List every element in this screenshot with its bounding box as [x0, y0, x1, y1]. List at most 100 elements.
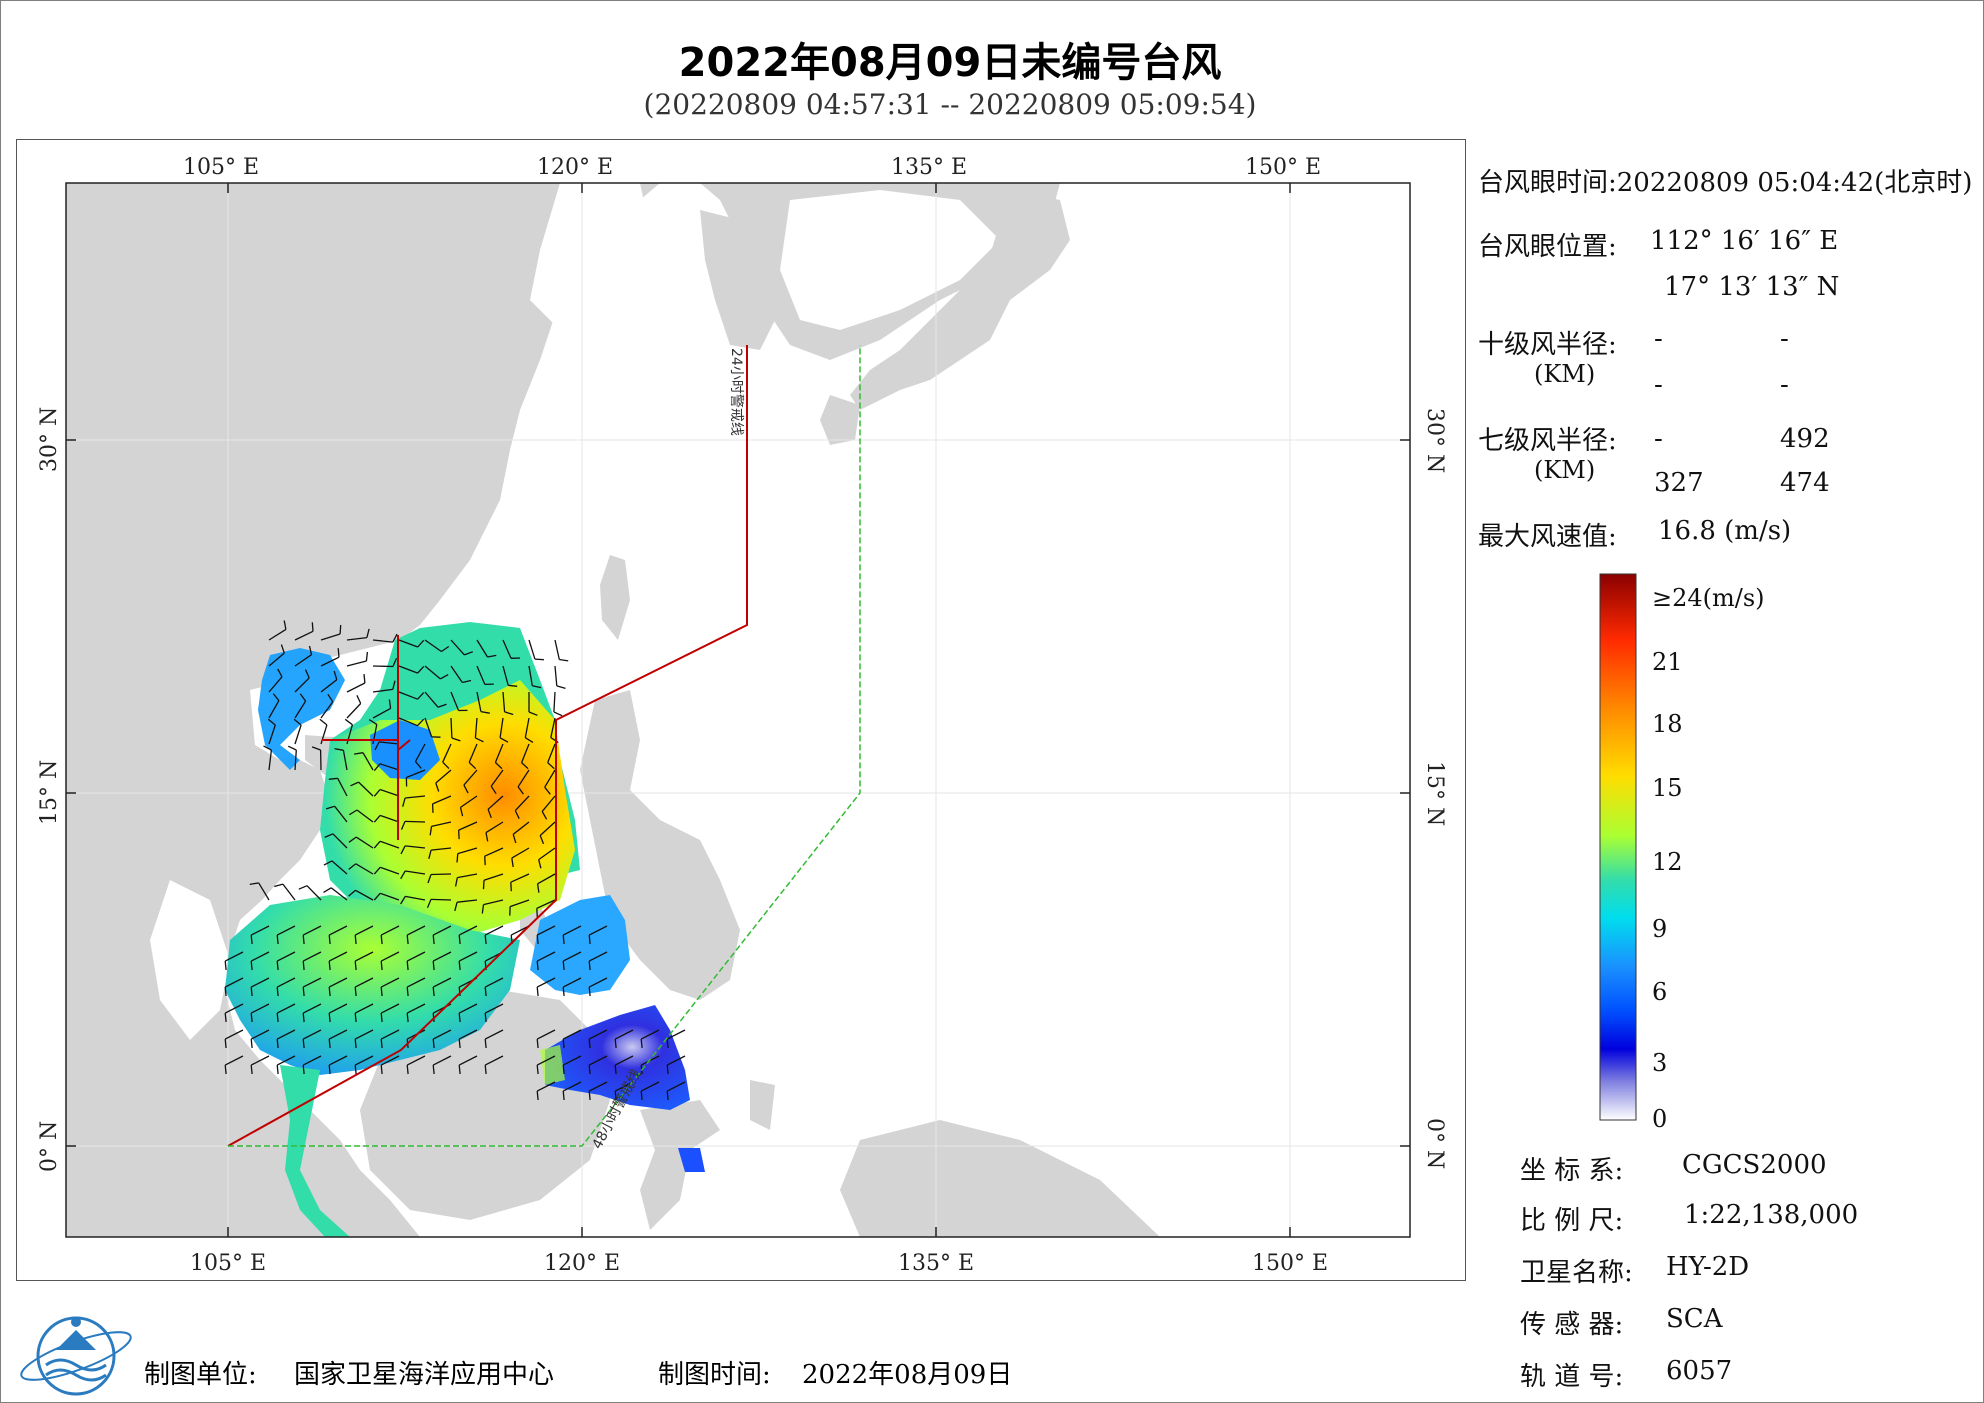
wind-barb-feather — [432, 987, 435, 997]
wind-barb-feather — [354, 1013, 357, 1023]
warning-24h-label: 24小时警戒线 — [728, 348, 744, 436]
wind-barb-shaft — [432, 795, 452, 805]
sea-of-japan — [780, 190, 1000, 330]
wind-barb-shaft — [268, 700, 280, 719]
map-canvas: 24小时警戒线 48小时警戒线 — [66, 183, 1410, 1237]
wind-barb-feather — [536, 961, 539, 971]
wind-barb-shaft — [294, 677, 310, 693]
wind-barb-shaft — [640, 1081, 660, 1092]
wind-barb-feather — [224, 1039, 227, 1049]
wind-barb-shaft — [404, 820, 426, 823]
wind-barb-feather — [302, 1065, 305, 1075]
wind-barb-shaft — [268, 652, 285, 667]
wind-barb-shaft — [509, 899, 530, 908]
wind-barb-feather — [432, 935, 435, 945]
wind-barb-feather — [276, 987, 279, 997]
wind-barb-feather — [504, 711, 514, 716]
wind-barb-feather — [562, 1065, 565, 1075]
wind-barb-feather — [462, 679, 472, 684]
wind-barb-feather — [311, 622, 314, 632]
r7-label: 七级风半径: — [1478, 426, 1617, 456]
colorbar-ramp — [1599, 573, 1637, 1121]
wind-barb-shaft — [457, 847, 478, 855]
wind-barb-feather — [373, 866, 381, 875]
crs-label: 坐 标 系: — [1520, 1156, 1624, 1186]
wind-barb-feather — [392, 680, 396, 690]
wind-barb-shaft — [276, 925, 296, 936]
wind-barb-feather — [588, 961, 591, 971]
new-guinea — [840, 1120, 1160, 1237]
wind-barb-feather — [344, 718, 353, 726]
wind-barb-shaft — [320, 679, 338, 693]
wind-barb-shaft — [337, 777, 348, 797]
wind-barb-shaft — [517, 769, 530, 788]
wind-barb-shaft — [354, 1029, 374, 1040]
wind-barb-shaft — [614, 1081, 634, 1092]
colorbar-tick-18: 18 — [1652, 710, 1683, 738]
wind-barb-feather — [432, 961, 435, 971]
wind-barb-feather — [388, 699, 392, 709]
wind-barb-shaft — [354, 951, 374, 962]
wind-barb-shaft — [537, 873, 556, 885]
wind-barb-shaft — [485, 821, 504, 834]
wind-barb-shaft — [372, 688, 393, 693]
wind-barb-feather — [328, 961, 331, 971]
wind-barb-shaft — [450, 639, 465, 656]
swath-blue-patch — [545, 1005, 690, 1110]
wind-barb-feather — [588, 987, 591, 997]
wind-barb-shaft — [405, 845, 426, 849]
wind-barb-feather — [511, 857, 514, 868]
wind-barb-feather — [429, 826, 433, 836]
wind-barb-shaft — [354, 925, 374, 936]
wind-barb-shaft — [457, 873, 478, 879]
wind-barb-shaft — [268, 724, 276, 745]
wind-barb-shaft — [539, 821, 556, 836]
wind-barb-feather — [614, 1091, 617, 1101]
wind-barb-shaft — [380, 1003, 400, 1014]
r10-nw: - — [1780, 370, 1789, 400]
left-lat-label-30: 30° N — [37, 407, 62, 472]
wind-barb-feather — [458, 1039, 461, 1049]
wind-barb-shaft — [268, 750, 273, 771]
wind-barb-shaft — [458, 1003, 478, 1014]
r10-ne: - — [1654, 324, 1663, 354]
wind-barb-shaft — [398, 691, 418, 700]
wind-barb-feather — [406, 1013, 409, 1023]
wind-barb-feather — [276, 1013, 279, 1023]
wind-barb-feather — [339, 624, 342, 635]
kyushu-island — [820, 395, 860, 445]
wind-barb-shaft — [250, 1003, 270, 1014]
wind-barb-feather — [302, 987, 305, 997]
wind-barb-feather — [328, 1013, 331, 1023]
wind-barb-shaft — [431, 821, 452, 828]
wind-barb-feather — [512, 834, 517, 844]
wind-barb-feather — [368, 719, 378, 725]
wind-barb-shaft — [302, 925, 322, 936]
scale-value: 1:22,138,000 — [1684, 1200, 1859, 1230]
wind-barb-feather — [490, 785, 497, 795]
wind-barb-shaft — [405, 795, 426, 799]
swath-east-patch — [530, 895, 630, 995]
wind-barb-shaft — [372, 665, 394, 668]
wind-barb-shaft — [379, 814, 400, 823]
wind-barb-shaft — [250, 925, 270, 936]
wind-barb-shaft — [294, 654, 312, 667]
wind-barb-feather — [458, 1013, 461, 1023]
wind-barb-feather — [484, 1039, 487, 1049]
wind-barb-feather — [482, 880, 485, 890]
wind-barb-feather — [458, 935, 461, 945]
wind-barb-shaft — [276, 1055, 296, 1066]
wind-barb-feather — [485, 832, 489, 842]
wind-barb-feather — [287, 745, 297, 751]
wind-barb-shaft — [306, 885, 322, 901]
wind-barb-shaft — [406, 1003, 426, 1014]
wind-barb-shaft — [483, 899, 504, 906]
wind-barb-shaft — [358, 781, 374, 797]
wind-barb-shaft — [432, 925, 452, 936]
wind-barb-shaft — [484, 1003, 504, 1014]
wind-barb-feather — [400, 845, 406, 855]
wind-barb-shaft — [380, 925, 400, 936]
wind-barb-shaft — [346, 636, 367, 641]
wind-barb-feather — [480, 710, 490, 714]
